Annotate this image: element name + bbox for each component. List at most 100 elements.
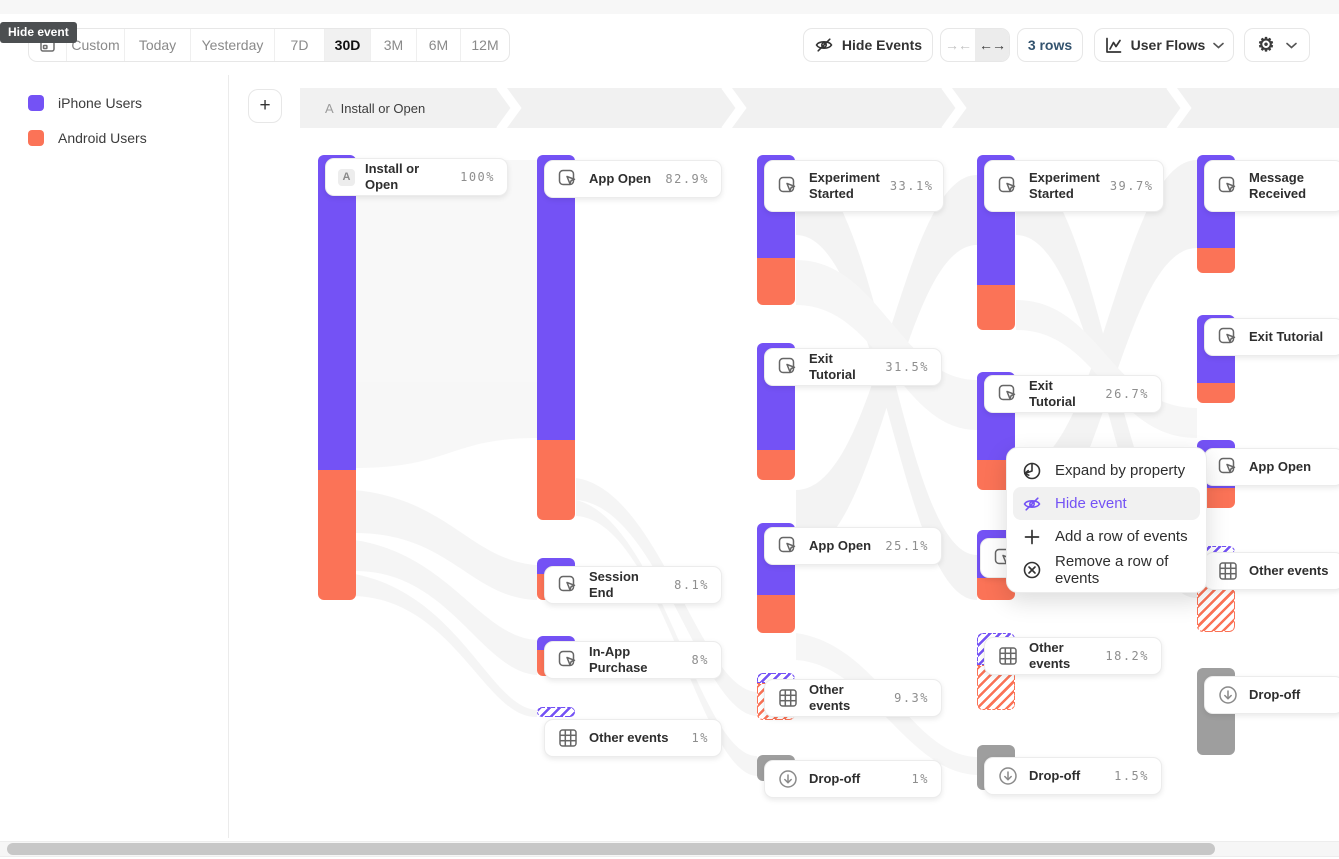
legend-item-iphone-users[interactable]: iPhone Users	[28, 95, 142, 111]
event-name: Drop-off	[1249, 687, 1301, 702]
date-range-3m[interactable]: 3M	[371, 29, 417, 61]
flow-bar-experiment-started[interactable]	[757, 258, 795, 305]
flow-node-app-open[interactable]: App Open 82.9%	[544, 160, 722, 198]
other-events-icon	[557, 727, 579, 749]
event-name: Other events	[1249, 563, 1329, 578]
flow-node-other-events[interactable]: Other events 1%	[544, 719, 722, 757]
date-range-7d[interactable]: 7D	[275, 29, 325, 61]
tooltip-label: Hide event	[8, 25, 69, 39]
flow-bar-install-or-open[interactable]	[318, 470, 356, 600]
left-right-arrows-icon[interactable]: ←→	[975, 29, 1009, 61]
event-percentage: 18.2%	[1105, 649, 1149, 663]
event-icon	[777, 175, 799, 197]
event-icon	[557, 168, 579, 190]
event-percentage: 25.1%	[885, 539, 929, 553]
flow-node-session-end[interactable]: Session End 8.1%	[544, 566, 722, 604]
date-range-custom[interactable]: Custom	[67, 29, 125, 61]
flow-node-app-open[interactable]: App Open	[1204, 448, 1339, 486]
right-left-arrows-icon[interactable]: →←	[945, 37, 972, 53]
other-events-icon	[997, 645, 1019, 667]
add-step-button[interactable]: +	[248, 89, 282, 123]
flow-bar-app-open[interactable]	[757, 595, 795, 633]
legend-label: iPhone Users	[58, 95, 143, 111]
flow-node-in-app-purchase[interactable]: In-App Purchase 8%	[544, 641, 722, 679]
flow-node-app-open[interactable]: App Open 25.1%	[764, 527, 942, 565]
event-name: Exit Tutorial	[1249, 329, 1324, 344]
event-name: App Open	[589, 171, 652, 186]
flow-bar-exit-tutorial[interactable]	[757, 450, 795, 480]
hide-events-button[interactable]: Hide Events	[803, 28, 933, 62]
flow-node-other-events[interactable]: Other events 18.2%	[984, 637, 1162, 675]
menu-item-expand-by-property[interactable]: Expand by property	[1013, 454, 1200, 487]
menu-item-remove-row[interactable]: Remove a row of events	[1013, 552, 1200, 587]
sidebar-divider	[228, 75, 229, 838]
flow-node-drop-off[interactable]: Drop-off	[1204, 676, 1339, 714]
other-events-icon	[777, 687, 799, 709]
flow-node-install-or-open[interactable]: A Install or Open 100%	[325, 158, 508, 196]
flow-bar-message-received[interactable]	[1197, 248, 1235, 273]
drop-off-icon	[997, 765, 1019, 787]
event-name: Experiment Started	[809, 170, 880, 201]
event-percentage: 82.9%	[665, 172, 709, 186]
step-badge: A	[338, 168, 355, 186]
date-range-12m[interactable]: 12M	[471, 37, 499, 53]
flow-node-other-events[interactable]: Other events 9.3%	[764, 679, 942, 717]
flow-node-drop-off[interactable]: Drop-off 1%	[764, 760, 942, 798]
flow-bar-other-events[interactable]	[537, 707, 575, 717]
flow-node-exit-tutorial[interactable]: Exit Tutorial 31.5%	[764, 348, 942, 386]
flow-bar-install-or-open[interactable]	[318, 155, 356, 470]
circle-x-icon	[1022, 560, 1042, 580]
chart-type-dropdown[interactable]: User Flows	[1094, 28, 1234, 62]
event-percentage: 8.1%	[674, 578, 709, 592]
flow-bar-exit-tutorial[interactable]	[1197, 383, 1235, 403]
horizontal-scrollbar-thumb[interactable]	[7, 843, 1215, 855]
flow-bar-node[interactable]	[977, 578, 1015, 600]
flow-bar-app-open[interactable]	[537, 440, 575, 520]
flow-bar-app-open[interactable]	[537, 155, 575, 440]
flow-node-exit-tutorial[interactable]: Exit Tutorial 26.7%	[984, 375, 1162, 413]
rows-label: 3 rows	[1027, 37, 1073, 53]
expand-property-icon	[1022, 461, 1042, 481]
flow-node-message-received[interactable]: Message Received	[1204, 160, 1339, 212]
event-name: Drop-off	[809, 771, 861, 786]
chart-type-label: User Flows	[1130, 37, 1206, 53]
flow-node-other-events[interactable]: Other events	[1204, 552, 1339, 590]
rows-button[interactable]: 3 rows	[1017, 28, 1083, 62]
menu-item-label: Remove a row of events	[1055, 552, 1169, 587]
date-range-today[interactable]: Today	[125, 29, 191, 61]
event-icon	[777, 535, 799, 557]
date-range-control[interactable]: Custom Today Yesterday 7D 30D 3M 6M 12M	[28, 28, 510, 62]
flow-node-experiment-started[interactable]: Experiment Started 33.1%	[764, 160, 944, 212]
flow-node-experiment-started[interactable]: Experiment Started 39.7%	[984, 160, 1164, 212]
event-percentage: 8%	[691, 653, 709, 667]
event-name: App Open	[1249, 459, 1312, 474]
legend-item-android-users[interactable]: Android Users	[28, 130, 147, 146]
band-step-prefix: A	[325, 100, 334, 116]
menu-item-add-row[interactable]: Add a row of events	[1013, 520, 1200, 553]
event-percentage: 1%	[691, 731, 709, 745]
collapse-expand-toggle[interactable]: →← ←→	[940, 28, 1010, 62]
flow-node-drop-off[interactable]: Drop-off 1.5%	[984, 757, 1162, 795]
date-range-6m[interactable]: 6M	[417, 29, 461, 61]
drop-off-icon	[1217, 684, 1239, 706]
event-name: Exit Tutorial	[1029, 378, 1076, 409]
event-name: App Open	[809, 538, 872, 553]
event-name: Other events	[1029, 640, 1071, 671]
date-range-yesterday[interactable]: Yesterday	[191, 29, 275, 61]
date-range-30d[interactable]: 30D	[325, 29, 371, 61]
settings-dropdown[interactable]: ⚙	[1244, 28, 1310, 62]
hide-events-label: Hide Events	[841, 37, 923, 53]
event-percentage: 39.7%	[1109, 179, 1154, 193]
event-name: In-App Purchase	[589, 644, 648, 675]
event-name: Other events	[809, 682, 851, 713]
step-a-badge: A	[338, 168, 355, 186]
plus-icon	[1022, 527, 1042, 547]
funnel-step-band[interactable]	[300, 88, 1339, 128]
flow-bar-experiment-started[interactable]	[977, 285, 1015, 330]
menu-item-hide-event[interactable]: Hide event	[1013, 487, 1200, 520]
flow-node-exit-tutorial[interactable]: Exit Tutorial	[1204, 318, 1339, 356]
event-name: Drop-off	[1029, 768, 1081, 783]
event-icon	[557, 574, 579, 596]
event-percentage: 31.5%	[885, 360, 929, 374]
